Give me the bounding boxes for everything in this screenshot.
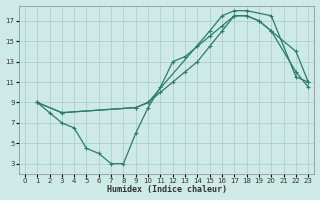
X-axis label: Humidex (Indice chaleur): Humidex (Indice chaleur) bbox=[107, 185, 227, 194]
